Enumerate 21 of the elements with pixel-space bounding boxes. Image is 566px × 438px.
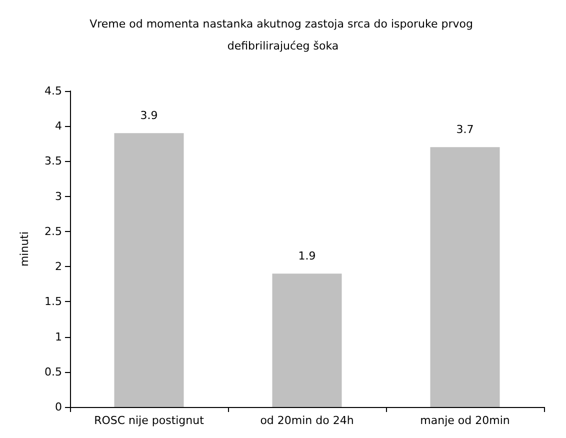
- data-label: 3.9: [140, 109, 158, 122]
- x-tick-label: manje od 20min: [420, 414, 510, 427]
- y-tick-label: 3.5: [44, 154, 62, 168]
- chart-title: Vreme od momenta nastanka akutnog zastoja srca do isporuke prvog defibrilirajućeg šoka: [90, 18, 476, 52]
- y-tick-label: 4: [55, 120, 62, 133]
- y-tick-label: 1: [55, 330, 62, 344]
- y-tick-label: 3: [55, 190, 62, 203]
- y-tick-label: 0.5: [44, 365, 62, 378]
- y-tick-label: 4.5: [44, 84, 62, 98]
- y-tick-label: 2.5: [44, 224, 62, 238]
- bar: [272, 274, 342, 407]
- y-tick-label: 2: [55, 260, 62, 274]
- x-tick-label: ROSC nije postignut: [94, 414, 205, 427]
- data-label: 1.9: [298, 250, 316, 263]
- bar: [114, 133, 184, 407]
- y-tick-label: 1.5: [44, 295, 62, 308]
- bar: [430, 147, 500, 407]
- y-axis-title: minuti: [18, 231, 31, 267]
- data-label: 3.7: [456, 123, 474, 136]
- x-tick-label: od 20min do 24h: [260, 414, 354, 427]
- y-tick-label: 0: [55, 400, 62, 414]
